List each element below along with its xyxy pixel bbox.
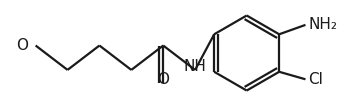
Text: NH: NH bbox=[184, 59, 207, 74]
Text: O: O bbox=[16, 38, 28, 53]
Text: Cl: Cl bbox=[308, 72, 323, 87]
Text: O: O bbox=[157, 72, 169, 87]
Text: NH₂: NH₂ bbox=[308, 17, 337, 32]
